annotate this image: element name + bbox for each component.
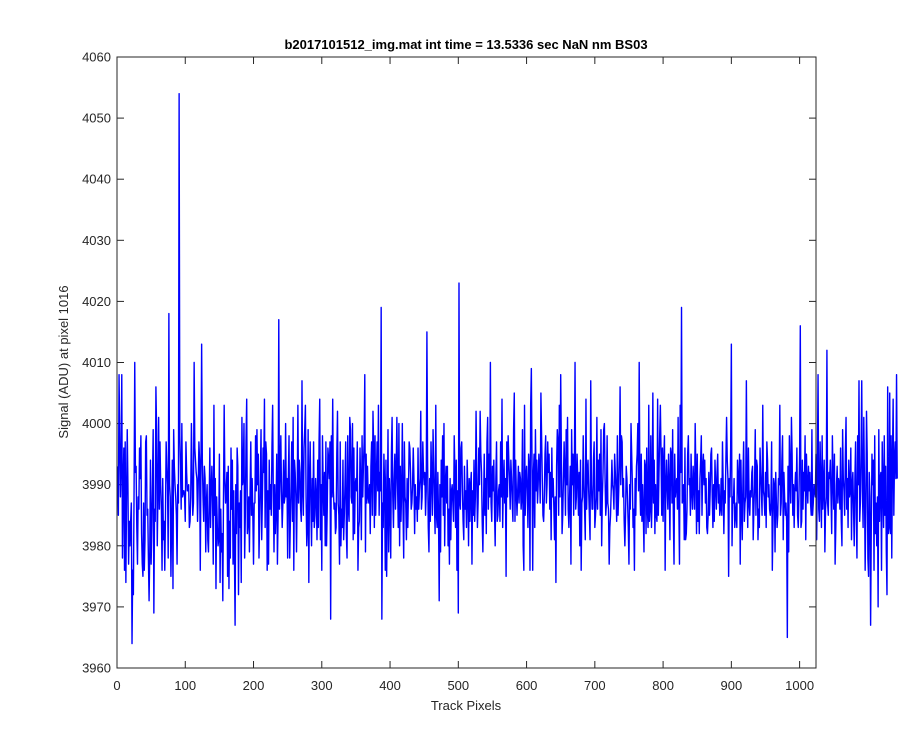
y-tick-label: 4050 xyxy=(82,111,111,126)
y-tick-label: 4010 xyxy=(82,355,111,370)
x-tick-label: 400 xyxy=(379,678,401,693)
x-tick-label: 200 xyxy=(243,678,265,693)
y-tick-label: 3970 xyxy=(82,599,111,614)
y-tick-label: 4040 xyxy=(82,172,111,187)
series-line xyxy=(116,92,898,645)
x-tick-label: 700 xyxy=(584,678,606,693)
x-tick-label: 800 xyxy=(652,678,674,693)
y-tick-label: 3960 xyxy=(82,661,111,676)
x-tick-label: 300 xyxy=(311,678,333,693)
x-axis-label: Track Pixels xyxy=(431,698,502,713)
x-tick-label: 1000 xyxy=(785,678,814,693)
y-tick-label: 4020 xyxy=(82,294,111,309)
x-tick-label: 100 xyxy=(174,678,196,693)
y-tick-label: 4030 xyxy=(82,233,111,248)
x-axis-ticks: 0 100 200 300 400 500 600 700 800 900 1000 xyxy=(113,57,814,693)
y-tick-label: 3990 xyxy=(82,477,111,492)
x-tick-label: 500 xyxy=(447,678,469,693)
axes-box xyxy=(116,56,817,669)
y-tick-label: 3980 xyxy=(82,538,111,553)
chart-title: b2017101512_img.mat int time = 13.5336 s… xyxy=(284,37,647,52)
plot-area xyxy=(117,57,816,668)
y-tick-label: 4060 xyxy=(82,50,111,65)
x-tick-label: 600 xyxy=(516,678,538,693)
y-axis-ticks: 3960 3970 3980 3990 4000 4010 4020 4030 4040 4050… xyxy=(82,50,816,676)
x-tick-label: 0 xyxy=(113,678,120,693)
x-tick-label: 900 xyxy=(721,678,743,693)
y-axis-label: Signal (ADU) at pixel 1016 xyxy=(56,285,71,438)
y-tick-label: 4000 xyxy=(82,416,111,431)
